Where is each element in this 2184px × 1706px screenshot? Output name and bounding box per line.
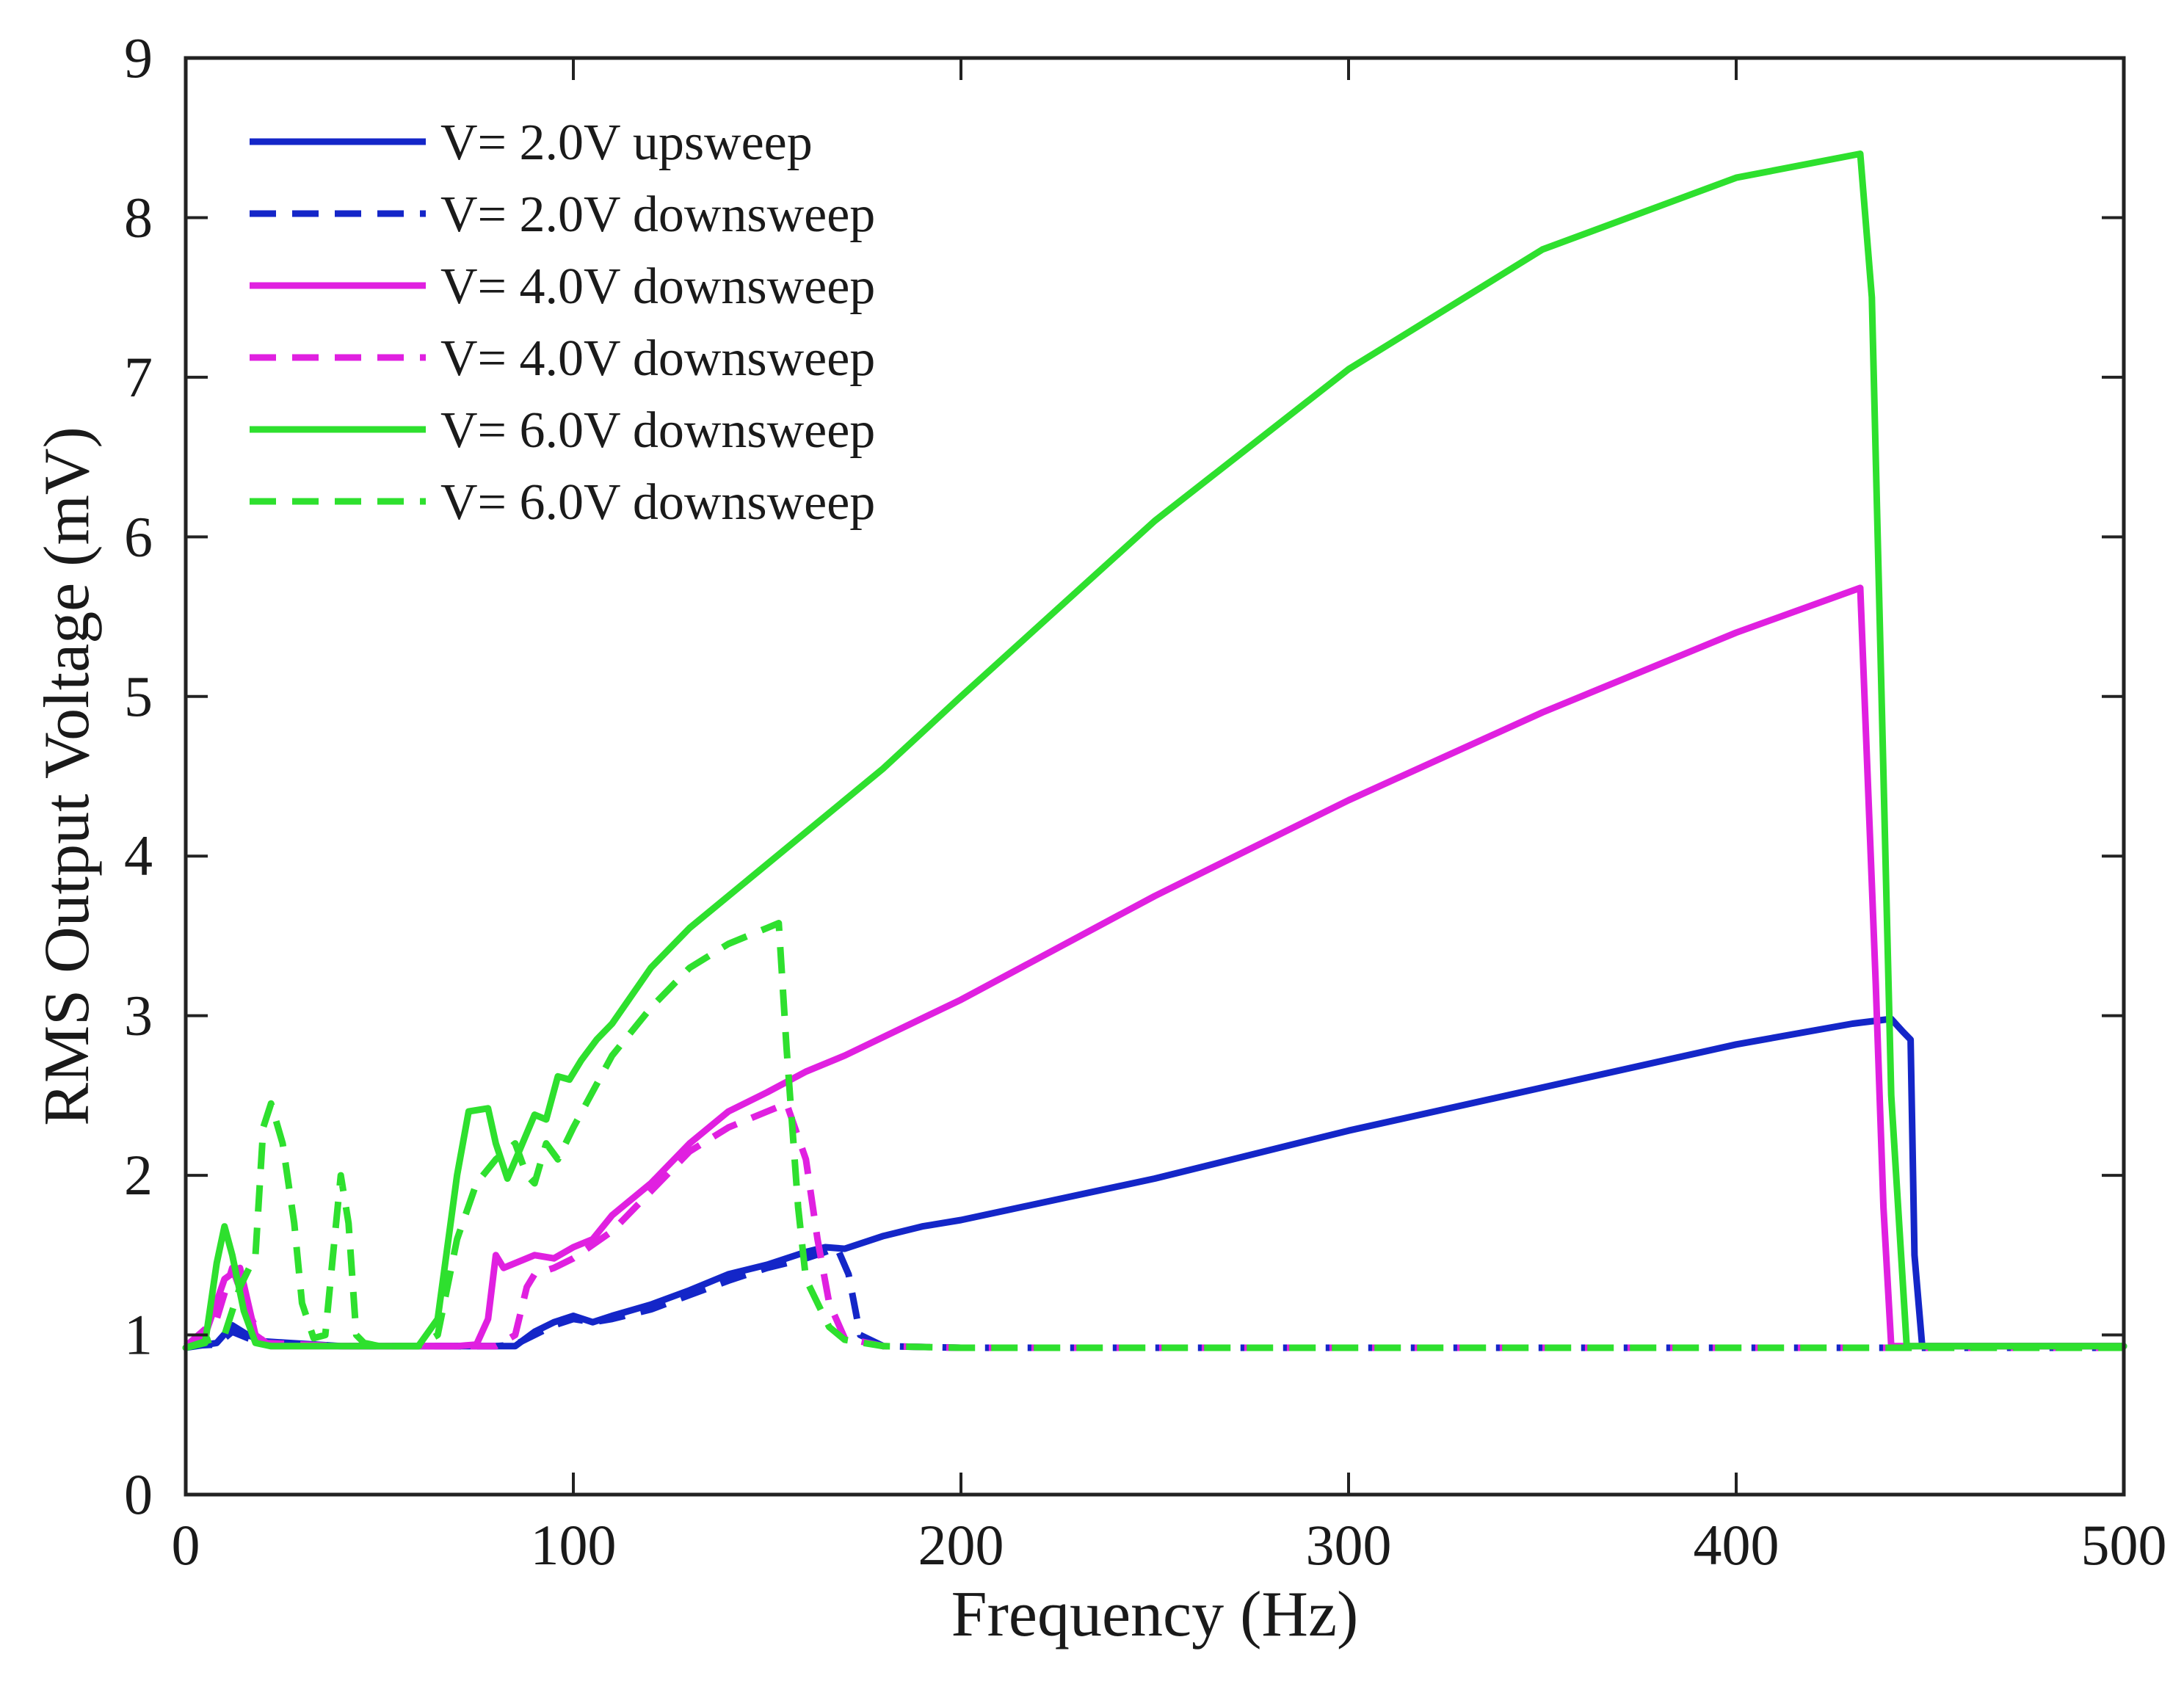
x-axis-title: Frequency (Hz) <box>951 1579 1359 1650</box>
legend: V= 2.0V upsweep V= 2.0V downsweep V= 4.0V … <box>250 115 875 531</box>
series-group <box>182 150 2127 1351</box>
axis-ticks: 0 100 200 300 400 500 0 1 2 3 4 5 6 7 8 9 <box>124 26 2167 1577</box>
y-tick-label: 4 <box>124 824 153 888</box>
y-axis-title: RMS Output Voltage (mV) <box>32 426 103 1126</box>
x-tick-label: 300 <box>1306 1513 1392 1577</box>
x-tick-label: 500 <box>2081 1513 2167 1577</box>
x-tick-label: 0 <box>172 1513 200 1577</box>
plot-area-frame <box>184 56 2126 1497</box>
series-line-1 <box>182 1015 2127 1351</box>
x-tick-label: 200 <box>918 1513 1004 1577</box>
legend-label: V= 2.0V upsweep <box>440 115 813 171</box>
y-tick-label: 3 <box>124 984 153 1048</box>
series-line-6 <box>184 920 2124 1351</box>
y-tick-label: 9 <box>124 26 153 90</box>
y-tick-label: 1 <box>124 1303 153 1367</box>
series-line-3 <box>182 584 2127 1351</box>
y-tick-label: 0 <box>124 1462 153 1526</box>
series-line-2 <box>185 1244 2124 1351</box>
legend-label: V= 6.0V downsweep <box>440 474 875 531</box>
legend-label: V= 4.0V downsweep <box>440 330 875 387</box>
y-tick-label: 7 <box>124 345 153 409</box>
y-tick-label: 2 <box>124 1143 153 1207</box>
legend-label: V= 2.0V downsweep <box>440 186 875 243</box>
series-line-4 <box>184 1100 2124 1351</box>
y-tick-label: 6 <box>124 504 153 568</box>
legend-label: V= 4.0V downsweep <box>440 258 875 315</box>
y-tick-label: 5 <box>124 664 153 728</box>
x-tick-label: 400 <box>1694 1513 1780 1577</box>
y-tick-label: 8 <box>124 185 153 249</box>
legend-label: V= 6.0V downsweep <box>440 402 875 459</box>
series-line-5 <box>182 150 2127 1351</box>
x-tick-label: 100 <box>531 1513 617 1577</box>
